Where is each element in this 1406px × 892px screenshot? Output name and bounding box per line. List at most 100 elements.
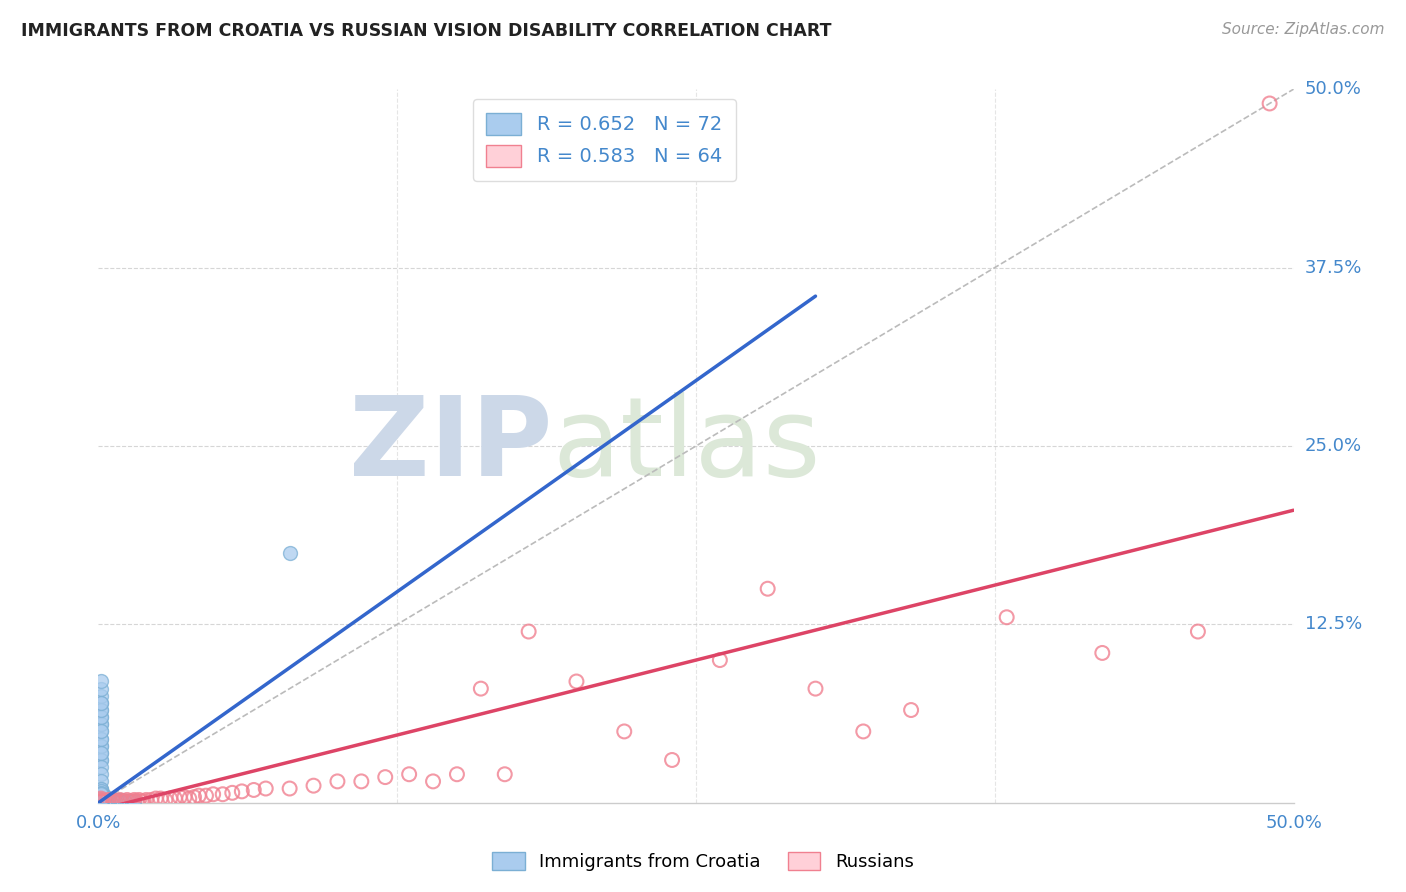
Point: [91, 789, 114, 803]
Point: [278, 546, 301, 560]
Point: [98, 794, 122, 808]
Point: [131, 794, 153, 808]
Point: [104, 794, 127, 808]
Point: [107, 794, 129, 808]
Point: [517, 624, 540, 639]
Point: [91, 787, 114, 801]
Point: [995, 610, 1018, 624]
Point: [243, 783, 266, 797]
Point: [90, 794, 112, 808]
Text: ZIP: ZIP: [349, 392, 553, 500]
Point: [278, 781, 301, 796]
Point: [169, 790, 191, 805]
Point: [90, 703, 112, 717]
Point: [104, 794, 127, 808]
Point: [90, 753, 112, 767]
Text: 25.0%: 25.0%: [1305, 437, 1362, 455]
Point: [90, 689, 112, 703]
Point: [90, 790, 112, 805]
Point: [1187, 624, 1209, 639]
Point: [90, 794, 112, 808]
Point: [145, 791, 167, 805]
Point: [90, 787, 112, 801]
Point: [709, 653, 731, 667]
Point: [90, 717, 112, 731]
Point: [118, 794, 141, 808]
Point: [94, 794, 117, 808]
Point: [111, 794, 134, 808]
Point: [195, 789, 218, 803]
Point: [155, 793, 177, 807]
Point: [107, 794, 129, 808]
Point: [202, 787, 225, 801]
Point: [1258, 96, 1281, 111]
Point: [108, 794, 131, 808]
Point: [115, 793, 138, 807]
Point: [97, 794, 120, 808]
Point: [1091, 646, 1114, 660]
Point: [121, 794, 143, 808]
Point: [135, 793, 157, 807]
Point: [90, 710, 112, 724]
Point: [90, 746, 112, 760]
Point: [90, 794, 112, 808]
Point: [90, 703, 112, 717]
Point: [90, 731, 112, 746]
Point: [108, 793, 131, 807]
Point: [90, 696, 112, 710]
Point: [114, 794, 136, 808]
Point: [90, 793, 112, 807]
Point: [90, 793, 112, 807]
Point: [90, 784, 112, 798]
Point: [90, 739, 112, 753]
Point: [90, 753, 112, 767]
Point: [565, 674, 588, 689]
Point: [104, 793, 127, 807]
Point: [90, 781, 112, 796]
Point: [613, 724, 636, 739]
Point: [98, 793, 122, 807]
Point: [90, 783, 112, 797]
Point: [114, 794, 136, 808]
Point: [121, 794, 143, 808]
Point: [90, 731, 112, 746]
Point: [91, 791, 114, 805]
Legend: R = 0.652   N = 72, R = 0.583   N = 64: R = 0.652 N = 72, R = 0.583 N = 64: [472, 99, 735, 181]
Point: [852, 724, 875, 739]
Point: [90, 786, 112, 800]
Point: [187, 789, 209, 803]
Point: [124, 793, 146, 807]
Legend: Immigrants from Croatia, Russians: Immigrants from Croatia, Russians: [485, 845, 921, 879]
Point: [91, 793, 114, 807]
Point: [90, 791, 112, 805]
Point: [90, 681, 112, 696]
Point: [94, 793, 117, 807]
Point: [398, 767, 420, 781]
Point: [90, 717, 112, 731]
Point: [107, 793, 129, 807]
Point: [159, 791, 181, 805]
Point: [254, 781, 277, 796]
Point: [221, 786, 243, 800]
Point: [422, 774, 444, 789]
Point: [446, 767, 468, 781]
Point: [90, 791, 112, 805]
Point: [94, 791, 117, 805]
Point: [183, 790, 205, 805]
Point: [173, 790, 195, 805]
Point: [91, 794, 114, 808]
Point: [804, 681, 827, 696]
Text: 50.0%: 50.0%: [1305, 80, 1361, 98]
Point: [302, 779, 325, 793]
Point: [90, 710, 112, 724]
Point: [90, 786, 112, 800]
Point: [101, 794, 124, 808]
Point: [90, 794, 112, 808]
Point: [111, 794, 134, 808]
Point: [90, 781, 112, 796]
Point: [111, 793, 134, 807]
Point: [128, 793, 150, 807]
Point: [350, 774, 373, 789]
Point: [374, 770, 396, 784]
Point: [179, 791, 201, 805]
